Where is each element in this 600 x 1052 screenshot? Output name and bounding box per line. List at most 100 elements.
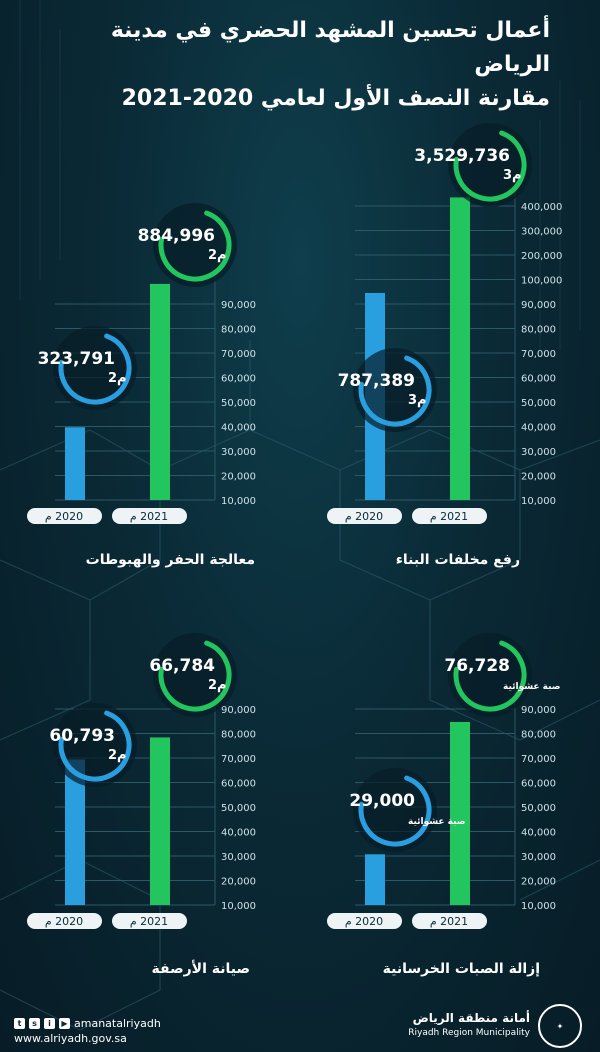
y-tick-label: 70,000 — [221, 349, 256, 360]
value-bubble-2021: 884,996 م2 — [138, 203, 237, 287]
title-line-2: مقارنة النصف الأول لعامي 2020-2021 — [121, 86, 550, 111]
y-tick-label: 20,000 — [521, 877, 556, 888]
value-bubble-2021: 3,529,736 م3 — [414, 123, 532, 207]
unit-label: م2 — [108, 371, 127, 386]
y-tick-label: 90,000 — [221, 300, 256, 311]
y-tick-label: 20,000 — [221, 472, 256, 483]
chart-title-construction-waste: رفع مخلفات البناء — [395, 552, 520, 568]
bubble-shadow — [448, 633, 532, 717]
y-tick-label: 20,000 — [521, 472, 556, 483]
value-bubble-2021: 66,784 م2 — [149, 633, 237, 717]
snapchat-icon[interactable]: s — [29, 1018, 40, 1029]
value-bubble-2020: 29,000 صبة عشوائية — [349, 768, 466, 852]
bar-2020 — [65, 759, 85, 905]
y-tick-label: 50,000 — [521, 803, 556, 814]
instagram-icon[interactable]: i — [44, 1018, 55, 1029]
y-tick-label: 50,000 — [521, 398, 556, 409]
chart-construction-waste: 10,000 20,000 30,000 40,000 50,000 60,000 70,0… — [325, 115, 575, 545]
data-value-label: 66,784 — [149, 656, 215, 676]
y-tick-label: 10,000 — [521, 901, 556, 912]
y-tick-label: 60,000 — [221, 779, 256, 790]
chart-title-concrete-barriers: إزالة الصبات الخرسانية — [382, 961, 540, 977]
y-tick-label: 70,000 — [521, 754, 556, 765]
twitter-icon[interactable]: t — [14, 1018, 25, 1029]
municipality-seal-icon: ✦ — [538, 1004, 582, 1048]
youtube-icon[interactable]: ▶ — [59, 1018, 70, 1029]
y-tick-label: 40,000 — [521, 828, 556, 839]
year-pill — [327, 508, 402, 524]
social-row: t s i ▶ amanatalriyadh — [14, 1018, 161, 1029]
unit-label: صبة عشوائية — [408, 817, 466, 827]
bubble-shadow — [153, 633, 237, 717]
x-tick-label: 2020 م — [45, 510, 83, 523]
org-name-ar: أمانة منطقة الرياض — [412, 1011, 530, 1025]
footer-logo: أمانة منطقة الرياض Riyadh Region Municip… — [408, 1004, 582, 1048]
x-tick-label: 2020 م — [345, 510, 383, 523]
x-tick-label: 2021 م — [130, 510, 168, 523]
x-tick-label: 2020 م — [345, 915, 383, 928]
y-tick-label: 40,000 — [221, 828, 256, 839]
bubble-shadow — [353, 768, 437, 852]
y-tick-label: 10,000 — [221, 901, 256, 912]
value-bubble-2020: 323,791 م2 — [38, 326, 137, 410]
data-value-label: 884,996 — [138, 226, 215, 246]
bar-2021 — [150, 283, 170, 500]
website-link[interactable]: www.alriyadh.gov.sa — [14, 1032, 127, 1045]
chart-concrete-barriers: 10,000 20,000 30,000 40,000 50,000 60,000 70,0… — [325, 620, 575, 950]
data-value-label: 76,728 — [444, 656, 510, 676]
chart-sidewalks: 10,000 20,000 30,000 40,000 50,000 60,000 70,0… — [25, 620, 275, 950]
bar-2021 — [450, 197, 470, 501]
data-value-label: 3,529,736 — [414, 146, 510, 166]
y-tick-label: 50,000 — [221, 398, 256, 409]
y-tick-label: 50,000 — [221, 803, 256, 814]
unit-label: م3 — [408, 393, 427, 408]
y-tick-label: 70,000 — [521, 349, 556, 360]
bubble-ring — [58, 708, 132, 782]
bubble-ring — [453, 128, 527, 202]
y-tick-label: 80,000 — [221, 325, 256, 336]
org-name-en: Riyadh Region Municipality — [408, 1028, 530, 1038]
value-bubble-2020: 787,389 م3 — [338, 348, 437, 432]
y-tick-label: 40,000 — [521, 423, 556, 434]
y-tick-label: 30,000 — [221, 447, 256, 458]
bubble-ring — [158, 638, 232, 712]
y-tick-label: 80,000 — [521, 325, 556, 336]
y-tick-label: 80,000 — [221, 730, 256, 741]
year-pill — [412, 913, 487, 929]
x-tick-label: 2021 م — [130, 915, 168, 928]
bar-2020 — [65, 427, 85, 500]
data-value-label: 60,793 — [49, 726, 115, 746]
bubble-shadow — [353, 348, 437, 432]
x-tick-label: 2021 م — [430, 510, 468, 523]
bubble-ring — [358, 773, 432, 847]
bubble-shadow — [448, 123, 532, 207]
y-tick-label: 60,000 — [521, 374, 556, 385]
unit-label: م3 — [503, 168, 522, 183]
year-pill — [327, 913, 402, 929]
y-tick-label: 90,000 — [521, 705, 556, 716]
unit-label: صبة عشوائية — [503, 682, 561, 692]
year-pill — [27, 508, 102, 524]
year-pill — [27, 913, 102, 929]
bubble-ring — [358, 353, 432, 427]
y-tick-label: 30,000 — [221, 852, 256, 863]
year-pill — [412, 508, 487, 524]
year-pill — [112, 508, 187, 524]
y-tick-label: 70,000 — [221, 754, 256, 765]
y-tick-label: 400,000 — [521, 202, 562, 213]
y-tick-label: 200,000 — [521, 251, 562, 262]
y-tick-label: 80,000 — [521, 730, 556, 741]
y-tick-label: 90,000 — [221, 705, 256, 716]
data-value-label: 29,000 — [349, 791, 415, 811]
unit-label: م2 — [208, 248, 227, 263]
handle-text[interactable]: amanatalriyadh — [74, 1017, 161, 1030]
bubble-ring — [453, 638, 527, 712]
unit-label: م2 — [108, 748, 127, 763]
logo-text: أمانة منطقة الرياض Riyadh Region Municip… — [408, 1011, 530, 1041]
value-bubble-2021: 76,728 صبة عشوائية — [444, 633, 561, 717]
chart-title-potholes: معالجة الحفر والهبوطات — [85, 552, 255, 568]
value-bubble-2020: 60,793 م2 — [49, 703, 137, 787]
y-tick-label: 30,000 — [521, 852, 556, 863]
chart-potholes: 10,000 20,000 30,000 40,000 50,000 60,000 70,0… — [25, 200, 275, 545]
x-tick-label: 2021 م — [430, 915, 468, 928]
